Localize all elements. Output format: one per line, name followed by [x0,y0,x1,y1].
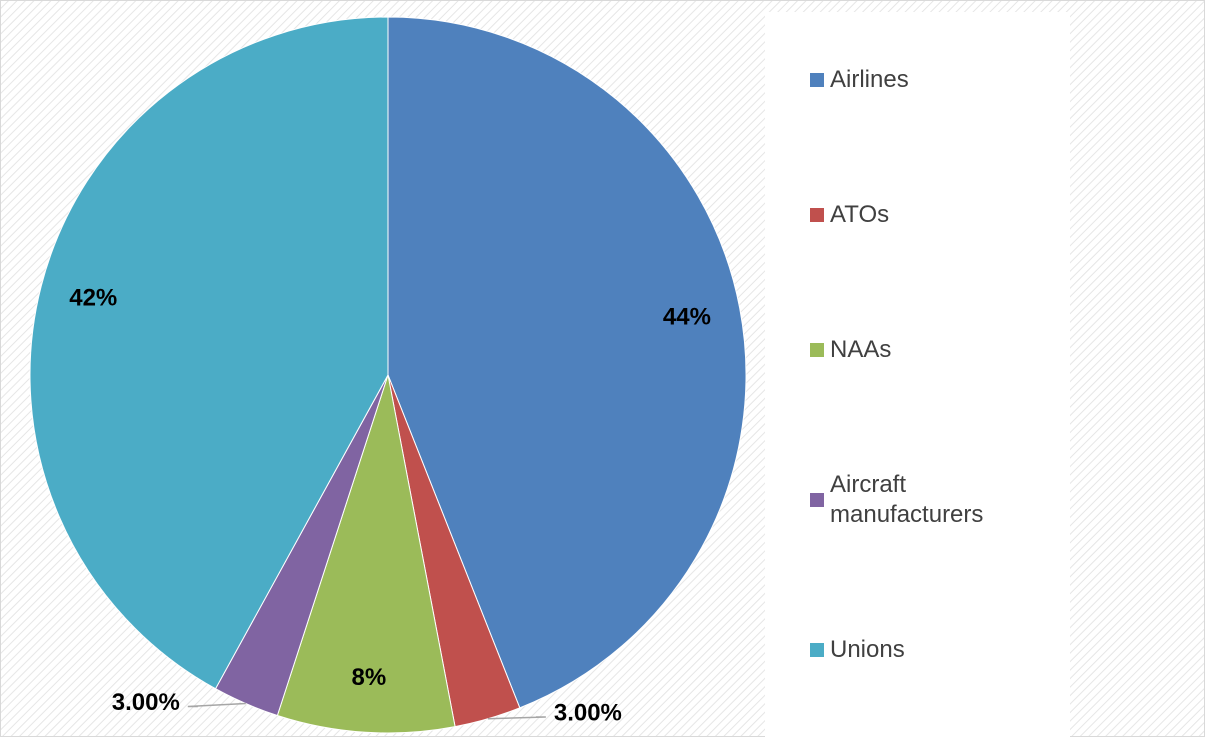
legend-label: ATOs [830,200,890,228]
legend-swatch [810,342,824,357]
legend-item: ATOs [765,200,1070,230]
data-label: 42% [69,285,117,312]
pie-slice [276,374,456,734]
legend-label: NAAs [830,335,892,363]
legend-label: Airlines [830,65,909,93]
legend-item: Aircraft manufacturers [765,470,1070,530]
data-label: 3.00% [112,689,180,716]
pie-slice [387,16,747,709]
legend-label: Unions [830,635,905,663]
pie [29,16,747,734]
legend-swatch [810,72,824,87]
legend-swatch [810,492,824,507]
legend: Airlines ATOs NAAs Aircraft manufacturers Un… [765,12,1070,737]
data-label: 8% [352,664,387,691]
legend-item: Airlines [765,65,1070,95]
data-label: 44% [663,303,711,330]
legend-label: Aircraft manufacturers [830,470,984,528]
legend-item: Unions [765,635,1070,665]
data-label: 3.00% [554,699,622,726]
pie-slice [29,16,389,690]
legend-swatch [810,207,824,222]
leader-line [487,716,546,720]
legend-swatch [810,642,824,657]
legend-item: NAAs [765,335,1070,365]
leader-line [187,702,246,708]
